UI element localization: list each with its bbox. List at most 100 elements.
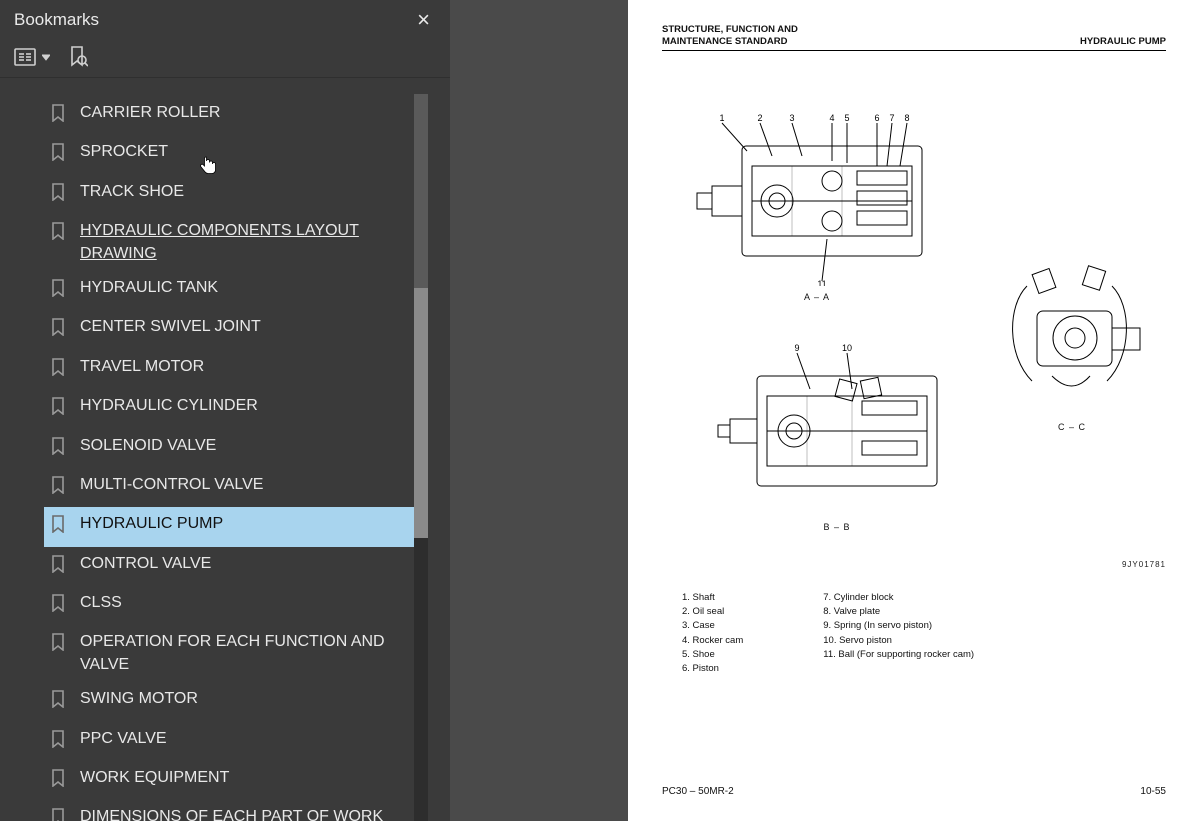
svg-text:6: 6 bbox=[874, 113, 879, 123]
sidebar-item-travel-motor[interactable]: TRAVEL MOTOR bbox=[44, 350, 414, 389]
page-header-left-2: MAINTENANCE STANDARD bbox=[662, 36, 798, 48]
page-header-right: HYDRAULIC PUMP bbox=[1080, 36, 1166, 48]
sidebar-item-label: TRACK SHOE bbox=[80, 181, 406, 203]
svg-text:10: 10 bbox=[842, 343, 852, 353]
diagram-b-label: B – B bbox=[712, 522, 962, 532]
sidebar-item-label: CENTER SWIVEL JOINT bbox=[80, 316, 406, 338]
sidebar-item-label: SPROCKET bbox=[80, 141, 406, 163]
bookmark-icon bbox=[50, 104, 68, 129]
diagram-c-label: C – C bbox=[997, 422, 1147, 432]
svg-text:4: 4 bbox=[829, 113, 834, 123]
bookmark-icon bbox=[50, 397, 68, 422]
bookmark-icon bbox=[50, 633, 68, 658]
page-footer: PC30 – 50MR-2 10-55 bbox=[662, 786, 1166, 797]
bookmarks-title: Bookmarks bbox=[14, 10, 99, 30]
sidebar-item-label: HYDRAULIC TANK bbox=[80, 277, 406, 299]
sidebar-item-clss[interactable]: CLSS bbox=[44, 586, 414, 625]
bookmark-icon bbox=[50, 279, 68, 304]
page-header-left-1: STRUCTURE, FUNCTION AND bbox=[662, 24, 798, 36]
sidebar-item-sprocket[interactable]: SPROCKET bbox=[44, 135, 414, 174]
bookmark-icon bbox=[50, 594, 68, 619]
legend-item: 4. Rocker cam bbox=[682, 634, 743, 648]
sidebar-item-label: HYDRAULIC PUMP bbox=[80, 513, 406, 535]
sidebar-item-label: TRAVEL MOTOR bbox=[80, 356, 406, 378]
sidebar-item-label: CONTROL VALVE bbox=[80, 553, 406, 575]
sidebar-item-multi-control-valve[interactable]: MULTI-CONTROL VALVE bbox=[44, 468, 414, 507]
bookmark-icon bbox=[50, 318, 68, 343]
svg-text:11: 11 bbox=[817, 279, 826, 286]
legend-item: 2. Oil seal bbox=[682, 605, 743, 619]
sidebar-item-ppc-valve[interactable]: PPC VALVE bbox=[44, 722, 414, 761]
diagram-ref-code: 9JY01781 bbox=[1122, 560, 1166, 569]
bookmark-icon bbox=[50, 183, 68, 208]
parts-legend: 1. Shaft2. Oil seal3. Case4. Rocker cam5… bbox=[662, 591, 1166, 677]
sidebar-item-hydraulic-tank[interactable]: HYDRAULIC TANK bbox=[44, 271, 414, 310]
diagram-a: 1 2 3 45 678 11 A – A bbox=[682, 111, 952, 302]
sidebar-item-label: SWING MOTOR bbox=[80, 688, 406, 710]
document-viewport[interactable]: STRUCTURE, FUNCTION AND MAINTENANCE STAN… bbox=[450, 0, 1200, 821]
diagram-area: 1 2 3 45 678 11 A – A bbox=[662, 111, 1166, 551]
sidebar-item-label: SOLENOID VALVE bbox=[80, 435, 406, 457]
svg-text:9: 9 bbox=[794, 343, 799, 353]
svg-text:7: 7 bbox=[889, 113, 894, 123]
bookmark-icon bbox=[50, 515, 68, 540]
sidebar-item-label: OPERATION FOR EACH FUNCTION AND VALVE bbox=[80, 631, 406, 676]
diagram-a-label: A – A bbox=[682, 292, 952, 302]
bookmarks-toolbar bbox=[0, 40, 450, 78]
svg-text:2: 2 bbox=[757, 113, 762, 123]
legend-item: 8. Valve plate bbox=[823, 605, 974, 619]
sidebar-item-operation-for-each-function-and-valve[interactable]: OPERATION FOR EACH FUNCTION AND VALVE bbox=[44, 625, 414, 682]
svg-text:5: 5 bbox=[844, 113, 849, 123]
diagram-c: C – C bbox=[997, 256, 1147, 432]
page-header: STRUCTURE, FUNCTION AND MAINTENANCE STAN… bbox=[662, 24, 1166, 51]
bookmark-icon bbox=[50, 690, 68, 715]
options-icon[interactable] bbox=[14, 47, 50, 67]
sidebar-item-center-swivel-joint[interactable]: CENTER SWIVEL JOINT bbox=[44, 310, 414, 349]
sidebar-item-hydraulic-components-layout-drawing[interactable]: HYDRAULIC COMPONENTS LAYOUT DRAWING bbox=[44, 214, 414, 271]
sidebar-item-track-shoe[interactable]: TRACK SHOE bbox=[44, 175, 414, 214]
bookmark-icon bbox=[50, 769, 68, 794]
sidebar-item-label: MULTI-CONTROL VALVE bbox=[80, 474, 406, 496]
sidebar-item-label: CARRIER ROLLER bbox=[80, 102, 406, 124]
sidebar-item-hydraulic-pump[interactable]: HYDRAULIC PUMP bbox=[44, 507, 414, 546]
svg-text:1: 1 bbox=[719, 113, 724, 123]
sidebar-item-label: HYDRAULIC CYLINDER bbox=[80, 395, 406, 417]
sidebar-item-label: DIMENSIONS OF EACH PART OF WORK EQUIPMEN… bbox=[80, 806, 406, 821]
bookmark-icon bbox=[50, 222, 68, 247]
sidebar-item-dimensions-of-each-part-of-work-equipment[interactable]: DIMENSIONS OF EACH PART OF WORK EQUIPMEN… bbox=[44, 800, 414, 821]
bookmark-icon bbox=[50, 808, 68, 821]
footer-model: PC30 – 50MR-2 bbox=[662, 786, 734, 797]
sidebar-item-work-equipment[interactable]: WORK EQUIPMENT bbox=[44, 761, 414, 800]
legend-item: 5. Shoe bbox=[682, 648, 743, 662]
document-page: STRUCTURE, FUNCTION AND MAINTENANCE STAN… bbox=[628, 0, 1200, 821]
sidebar-item-label: CLSS bbox=[80, 592, 406, 614]
svg-text:3: 3 bbox=[789, 113, 794, 123]
sidebar-item-swing-motor[interactable]: SWING MOTOR bbox=[44, 682, 414, 721]
sidebar-item-carrier-roller[interactable]: CARRIER ROLLER bbox=[44, 96, 414, 135]
bookmark-icon bbox=[50, 358, 68, 383]
bookmarks-header: Bookmarks × bbox=[0, 0, 450, 40]
diagram-b: 9 10 B – B bbox=[712, 341, 962, 532]
bookmark-icon bbox=[50, 555, 68, 580]
sidebar-item-label: WORK EQUIPMENT bbox=[80, 767, 406, 789]
sidebar-item-label: PPC VALVE bbox=[80, 728, 406, 750]
legend-left-col: 1. Shaft2. Oil seal3. Case4. Rocker cam5… bbox=[662, 591, 743, 677]
legend-item: 7. Cylinder block bbox=[823, 591, 974, 605]
legend-item: 3. Case bbox=[682, 619, 743, 633]
find-bookmark-icon[interactable] bbox=[68, 46, 88, 68]
legend-item: 9. Spring (In servo piston) bbox=[823, 619, 974, 633]
sidebar-item-hydraulic-cylinder[interactable]: HYDRAULIC CYLINDER bbox=[44, 389, 414, 428]
bookmarks-panel: Bookmarks × CARRIER ROLLER SPROCKET TRACK … bbox=[0, 0, 450, 821]
bookmark-icon bbox=[50, 143, 68, 168]
close-icon[interactable]: × bbox=[411, 5, 436, 35]
sidebar-item-label: HYDRAULIC COMPONENTS LAYOUT DRAWING bbox=[80, 220, 406, 265]
scrollbar-thumb[interactable] bbox=[414, 288, 428, 538]
scrollbar-thumb-upper[interactable] bbox=[414, 94, 428, 314]
sidebar-item-control-valve[interactable]: CONTROL VALVE bbox=[44, 547, 414, 586]
bookmarks-list-container: CARRIER ROLLER SPROCKET TRACK SHOE HYDRAULI… bbox=[0, 78, 450, 821]
legend-right-col: 7. Cylinder block8. Valve plate9. Spring… bbox=[803, 591, 974, 677]
svg-text:8: 8 bbox=[904, 113, 909, 123]
bookmark-icon bbox=[50, 437, 68, 462]
sidebar-item-solenoid-valve[interactable]: SOLENOID VALVE bbox=[44, 429, 414, 468]
bookmark-icon bbox=[50, 730, 68, 755]
